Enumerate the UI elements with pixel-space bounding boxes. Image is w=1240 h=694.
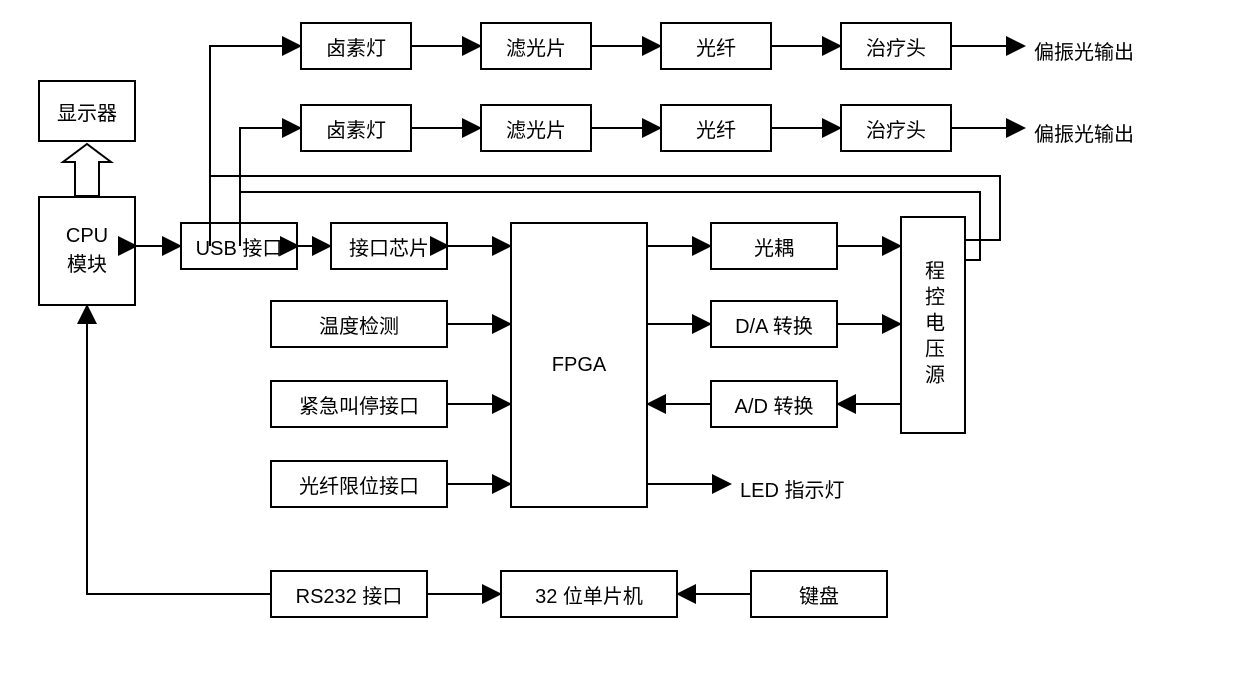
progv-box: 程控电压源	[900, 216, 966, 434]
fiberlim-box: 光纤限位接口	[270, 460, 448, 508]
filter2-box: 滤光片	[480, 104, 592, 152]
fpga-box: FPGA	[510, 222, 648, 508]
head1-box: 治疗头	[840, 22, 952, 70]
rs232-box: RS232 接口	[270, 570, 428, 618]
polarout1-label: 偏振光输出	[1034, 36, 1134, 65]
keyboard-box: 键盘	[750, 570, 888, 618]
ledind-label: LED 指示灯	[740, 474, 844, 503]
ifchip-box: 接口芯片	[330, 222, 448, 270]
fiber1-box: 光纤	[660, 22, 772, 70]
usb-box: USB 接口	[180, 222, 298, 270]
fiber2-box: 光纤	[660, 104, 772, 152]
head2-box: 治疗头	[840, 104, 952, 152]
cpu-to-display-arrow	[63, 144, 111, 196]
cpu-box: CPU 模块	[38, 196, 136, 306]
polarout2-label: 偏振光输出	[1034, 118, 1134, 147]
filter1-box: 滤光片	[480, 22, 592, 70]
halogen2-box: 卤素灯	[300, 104, 412, 152]
ad-box: A/D 转换	[710, 380, 838, 428]
mcu-box: 32 位单片机	[500, 570, 678, 618]
da-box: D/A 转换	[710, 300, 838, 348]
estop-box: 紧急叫停接口	[270, 380, 448, 428]
halogen1-box: 卤素灯	[300, 22, 412, 70]
opto-box: 光耦	[710, 222, 838, 270]
display-box: 显示器	[38, 80, 136, 142]
tempdet-box: 温度检测	[270, 300, 448, 348]
